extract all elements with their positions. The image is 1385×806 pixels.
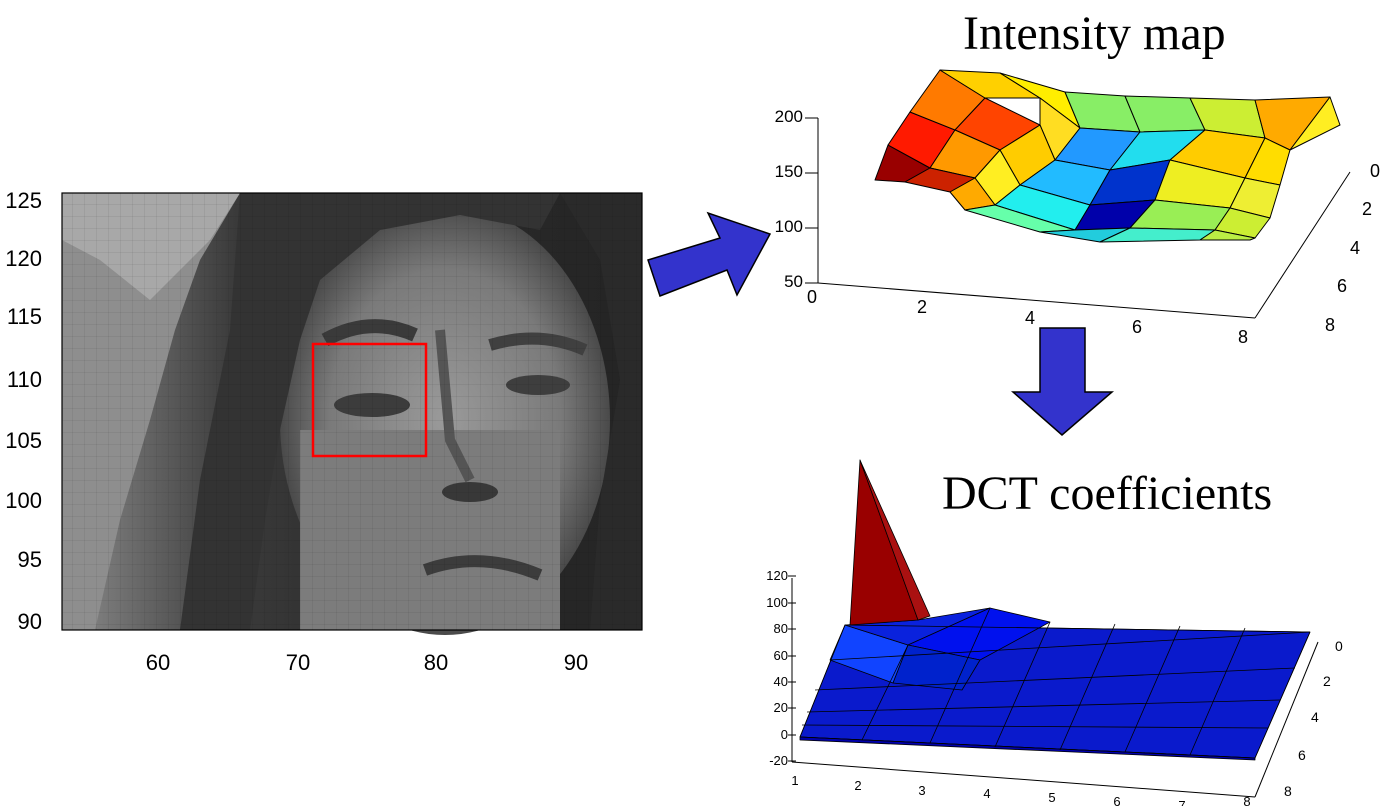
z-tick-label: 150: [775, 162, 803, 181]
y-tick-label: 0: [1335, 638, 1343, 654]
z-tick-label: -20: [769, 753, 788, 768]
pixel-grid: [62, 193, 642, 630]
z-tick-label: 0: [781, 727, 788, 742]
dct-grid: [799, 607, 1311, 759]
x-tick-label: 8: [1238, 327, 1248, 347]
intensity-z-ticks: 200 150 100 50: [775, 107, 818, 291]
image-x-axis: 60 70 80 90: [146, 650, 588, 675]
x-tick-label: 6: [1132, 317, 1142, 337]
dct-y-ticks: 0 2 4 6 8: [1284, 638, 1343, 799]
x-tick-label: 4: [983, 786, 990, 801]
y-tick-label: 8: [1284, 783, 1292, 799]
intensity-x-ticks: 0 2 4 6 8: [807, 287, 1248, 347]
dct-dc-spike-left: [849, 459, 919, 626]
x-tick-label: 6: [1113, 794, 1120, 806]
x-tick-label: 7: [1178, 798, 1185, 806]
y-tick-label: 120: [5, 246, 42, 271]
y-tick-label: 6: [1298, 747, 1306, 763]
y-tick-label: 95: [18, 547, 42, 572]
face-image-panel: [61, 192, 643, 635]
x-tick-label: 1: [791, 773, 798, 788]
x-tick-label: 60: [146, 650, 170, 675]
x-tick-label: 0: [807, 287, 817, 307]
x-tick-label: 70: [286, 650, 310, 675]
x-tick-label: 90: [564, 650, 588, 675]
intensity-x-axis: [817, 282, 1256, 319]
y-tick-label: 0: [1370, 161, 1380, 181]
x-tick-label: 4: [1025, 308, 1035, 328]
z-tick-label: 100: [766, 595, 788, 610]
dct-surface: [799, 459, 1311, 761]
z-tick-label: 100: [775, 217, 803, 236]
intensity-map-plot: [817, 69, 1351, 319]
z-tick-label: 60: [774, 648, 788, 663]
y-tick-label: 100: [5, 488, 42, 513]
dct-dc-spike-right: [859, 459, 931, 621]
y-tick-label: 90: [18, 609, 42, 634]
dct-x-axis: [791, 761, 1256, 798]
y-tick-label: 110: [7, 367, 42, 392]
x-tick-label: 5: [1048, 790, 1055, 805]
dct-z-ticks: 120 100 80 60 40 20 0 -20: [766, 568, 796, 768]
image-y-axis: 125 120 115 110 105 100 95 90: [5, 188, 42, 634]
image-frame: [61, 192, 643, 631]
y-tick-label: 2: [1323, 673, 1331, 689]
x-tick-label: 80: [424, 650, 448, 675]
z-tick-label: 120: [766, 568, 788, 583]
y-tick-label: 8: [1325, 315, 1335, 335]
intensity-surface: [874, 69, 1341, 243]
z-tick-label: 200: [775, 107, 803, 126]
x-tick-label: 3: [918, 783, 925, 798]
y-tick-label: 125: [5, 188, 42, 213]
y-tick-label: 105: [5, 428, 42, 453]
z-tick-label: 20: [774, 700, 788, 715]
x-tick-label: 8: [1243, 794, 1250, 806]
dct-x-ticks: 1 2 3 4 5 6 7 8: [791, 773, 1250, 806]
surface-patch: [1289, 96, 1341, 151]
x-tick-label: 2: [917, 297, 927, 317]
x-tick-label: 2: [854, 778, 861, 793]
z-tick-label: 40: [774, 674, 788, 689]
dct-coefficients-title: DCT coefficients: [942, 467, 1273, 520]
selection-box: [311, 342, 428, 458]
dct-plot: [791, 459, 1319, 798]
arrow-right: [647, 211, 772, 297]
surface-patch: [1199, 229, 1256, 241]
intensity-y-axis: [1254, 171, 1351, 319]
arrow-down: [1011, 327, 1115, 436]
dct-y-axis: [1254, 641, 1319, 798]
y-tick-label: 115: [7, 304, 42, 329]
z-tick-label: 50: [784, 272, 803, 291]
y-tick-label: 6: [1337, 276, 1347, 296]
y-tick-label: 2: [1362, 199, 1372, 219]
intensity-map-title: Intensity map: [963, 7, 1226, 60]
y-tick-label: 4: [1311, 709, 1319, 725]
y-tick-label: 4: [1350, 238, 1360, 258]
z-tick-label: 80: [774, 621, 788, 636]
